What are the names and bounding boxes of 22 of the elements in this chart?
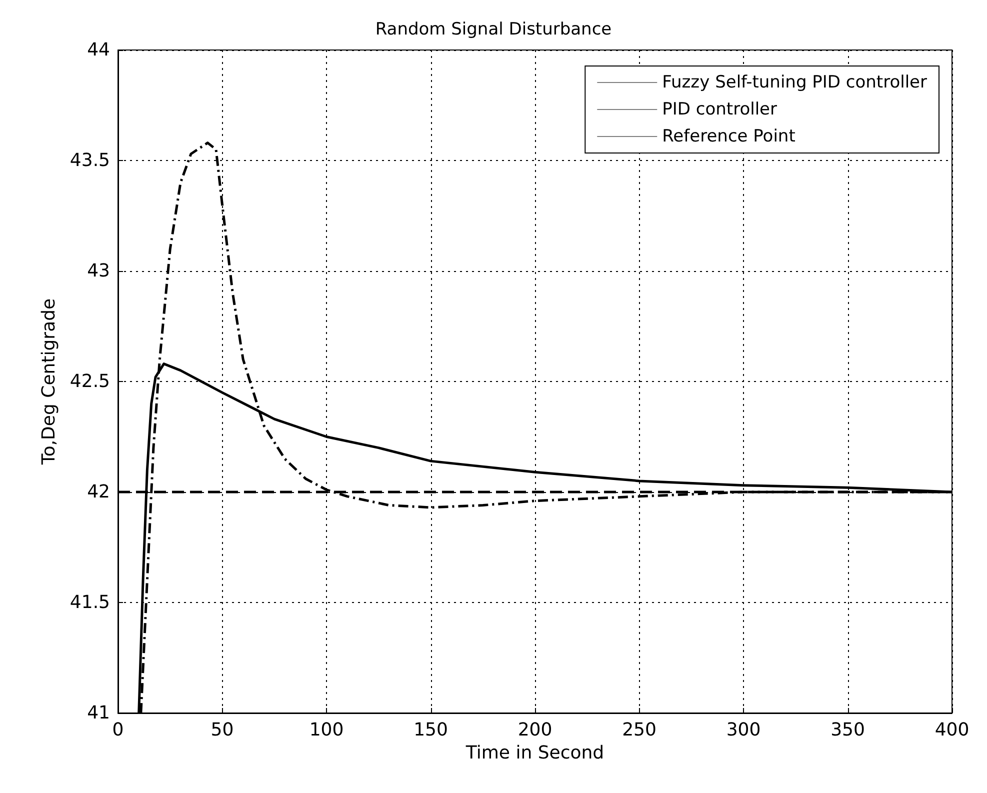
legend-label: Reference Point xyxy=(662,126,796,146)
x-tick-label: 350 xyxy=(830,720,865,740)
x-tick-label: 300 xyxy=(726,720,761,740)
x-tick-label: 400 xyxy=(934,720,970,740)
chart-title: Random Signal Disturbance xyxy=(375,20,612,40)
x-tick-label: 50 xyxy=(210,720,234,740)
y-tick-label: 43 xyxy=(87,260,110,282)
x-axis-title: Time in Second xyxy=(464,742,604,764)
y-tick-label: 41.5 xyxy=(70,592,110,613)
legend-label: PID controller xyxy=(662,100,778,120)
y-tick-label: 44 xyxy=(87,40,110,60)
x-tick-label: 250 xyxy=(622,720,656,740)
y-axis-title: To,Deg Centigrade xyxy=(38,298,60,466)
y-tick-label: 42.5 xyxy=(70,371,110,392)
x-tick-label: 200 xyxy=(518,720,552,740)
y-tick-label: 41 xyxy=(87,702,110,724)
x-tick-label: 100 xyxy=(309,720,344,740)
x-tick-label: 0 xyxy=(112,720,124,740)
x-tick-label: 150 xyxy=(414,720,448,740)
legend-label: Fuzzy Self-tuning PID controller xyxy=(662,72,928,92)
y-tick-label: 43.5 xyxy=(70,150,110,171)
y-tick-label: 42 xyxy=(87,482,110,502)
